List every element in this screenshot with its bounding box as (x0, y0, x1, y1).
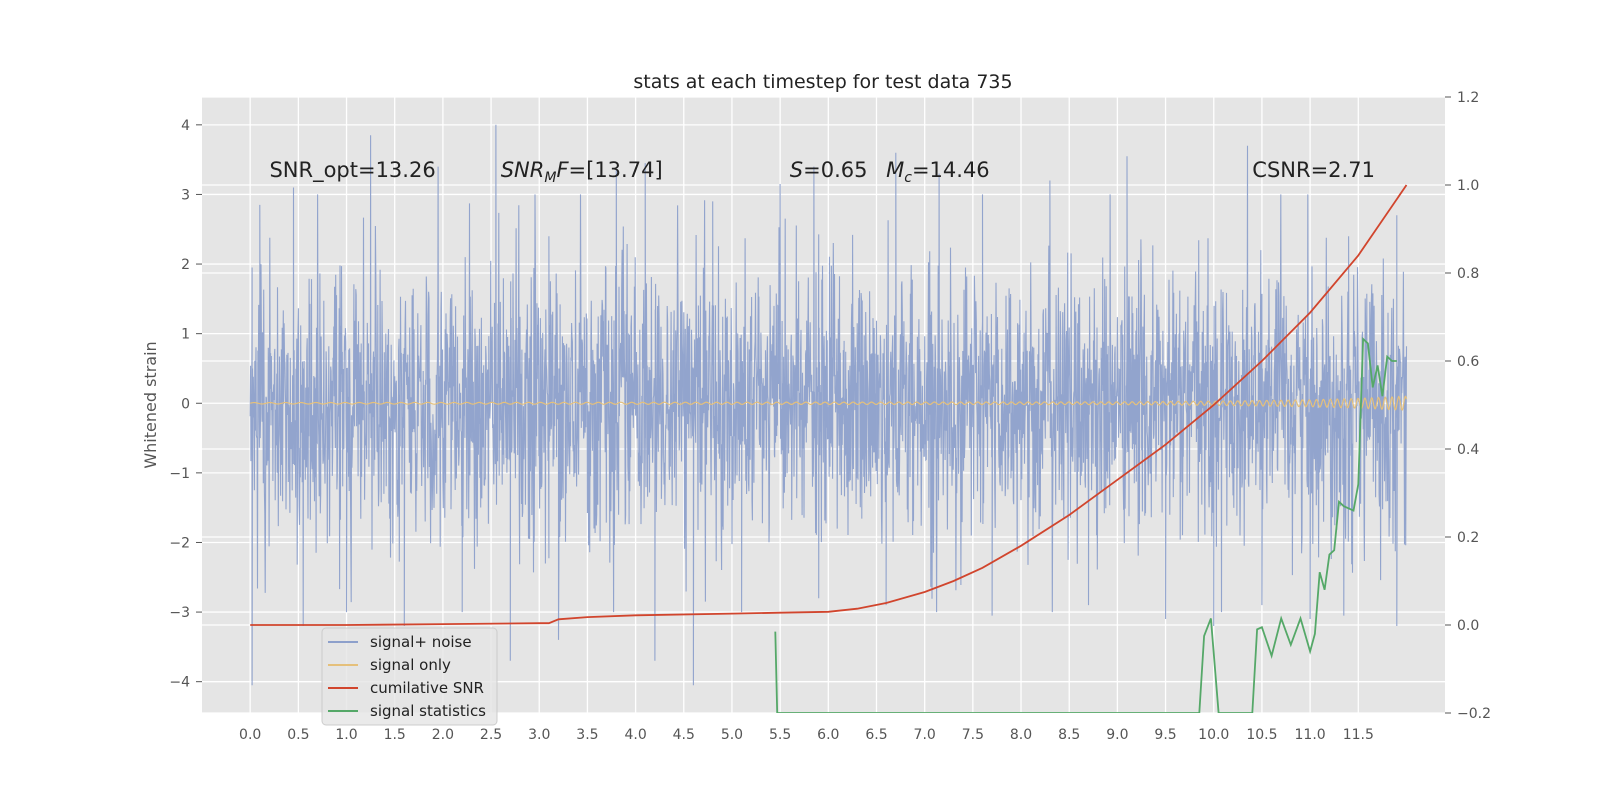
legend-label: signal statistics (370, 702, 486, 720)
y-tick-label: −2 (169, 535, 190, 551)
series-signal-only (250, 395, 1408, 412)
x-tick-label: 8.0 (1010, 727, 1032, 743)
y2-tick-label: −0.2 (1457, 706, 1491, 722)
y-axis-label: Whitened strain (141, 341, 160, 468)
y-tick-label: −3 (169, 605, 190, 621)
y-tick-label: −1 (169, 466, 190, 482)
x-tick-label: 0.0 (239, 727, 261, 743)
annotation-text: Mc=14.46 (886, 158, 990, 186)
y2-tick-label: 0.8 (1457, 266, 1479, 282)
y-tick-label: 4 (181, 118, 190, 134)
y2-tick-label: 0.2 (1457, 530, 1479, 546)
x-tick-label: 2.5 (480, 727, 502, 743)
x-tick-label: 9.5 (1154, 727, 1176, 743)
x-tick-label: 6.5 (865, 727, 887, 743)
x-tick-label: 8.5 (1058, 727, 1080, 743)
legend-label: cumilative SNR (370, 679, 484, 697)
y-tick-label: 0 (181, 396, 190, 412)
x-tick-label: 2.0 (432, 727, 454, 743)
y-tick-label: 1 (181, 327, 190, 343)
y-tick-label: 3 (181, 187, 190, 203)
x-tick-label: 7.0 (914, 727, 936, 743)
series-signal-noise (249, 124, 1408, 686)
x-tick-label: 11.0 (1295, 727, 1326, 743)
annotation-text: S=0.65 (790, 158, 868, 182)
x-tick-label: 5.0 (721, 727, 743, 743)
y-tick-label: 2 (181, 257, 190, 273)
x-tick-label: 9.0 (1106, 727, 1128, 743)
x-tick-label: 10.5 (1246, 727, 1277, 743)
series-layer (249, 124, 1408, 713)
x-tick-label: 6.0 (817, 727, 839, 743)
tick-labels: 0.0 0.5 1.0 1.5 2.0 2.5 3.0 3.5 4.0 4.5 5.0 5.5 6.0 6… (169, 90, 1491, 743)
y-tick-label: −4 (169, 675, 190, 691)
y2-tick-label: 0.4 (1457, 442, 1479, 458)
annotation-text: SNRMF=[13.74] (501, 158, 663, 186)
legend-label: signal+ noise (370, 633, 472, 651)
x-tick-label: 5.5 (769, 727, 791, 743)
chart-title: stats at each timestep for test data 735 (633, 71, 1012, 93)
series-signal-statistics (774, 337, 1397, 713)
annotation-text: SNR_opt=13.26 (269, 158, 435, 183)
y2-tick-label: 0.0 (1457, 618, 1479, 634)
x-tick-label: 4.5 (673, 727, 695, 743)
x-tick-label: 1.5 (384, 727, 406, 743)
x-tick-label: 10.0 (1198, 727, 1229, 743)
x-tick-label: 4.0 (624, 727, 646, 743)
legend-box (321, 627, 498, 726)
annotations: SNR_opt=13.26 SNRMF=[13.74] S=0.65 Mc=14.46… (269, 158, 1374, 186)
x-tick-label: 1.0 (335, 727, 357, 743)
x-tick-label: 3.5 (576, 727, 598, 743)
x-tick-label: 3.0 (528, 727, 550, 743)
y2-tick-label: 1.2 (1457, 90, 1479, 106)
legend-label: signal only (370, 656, 451, 674)
y2-tick-label: 0.6 (1457, 354, 1479, 370)
y2-tick-label: 1.0 (1457, 178, 1479, 194)
legend: signal+ noise signal only cumilative SNR si… (321, 627, 498, 726)
x-tick-label: 11.5 (1343, 727, 1374, 743)
annotation-text: CSNR=2.71 (1252, 158, 1375, 182)
x-tick-label: 7.5 (962, 727, 984, 743)
x-tick-label: 0.5 (287, 727, 309, 743)
series-cumulative-snr (250, 184, 1408, 626)
